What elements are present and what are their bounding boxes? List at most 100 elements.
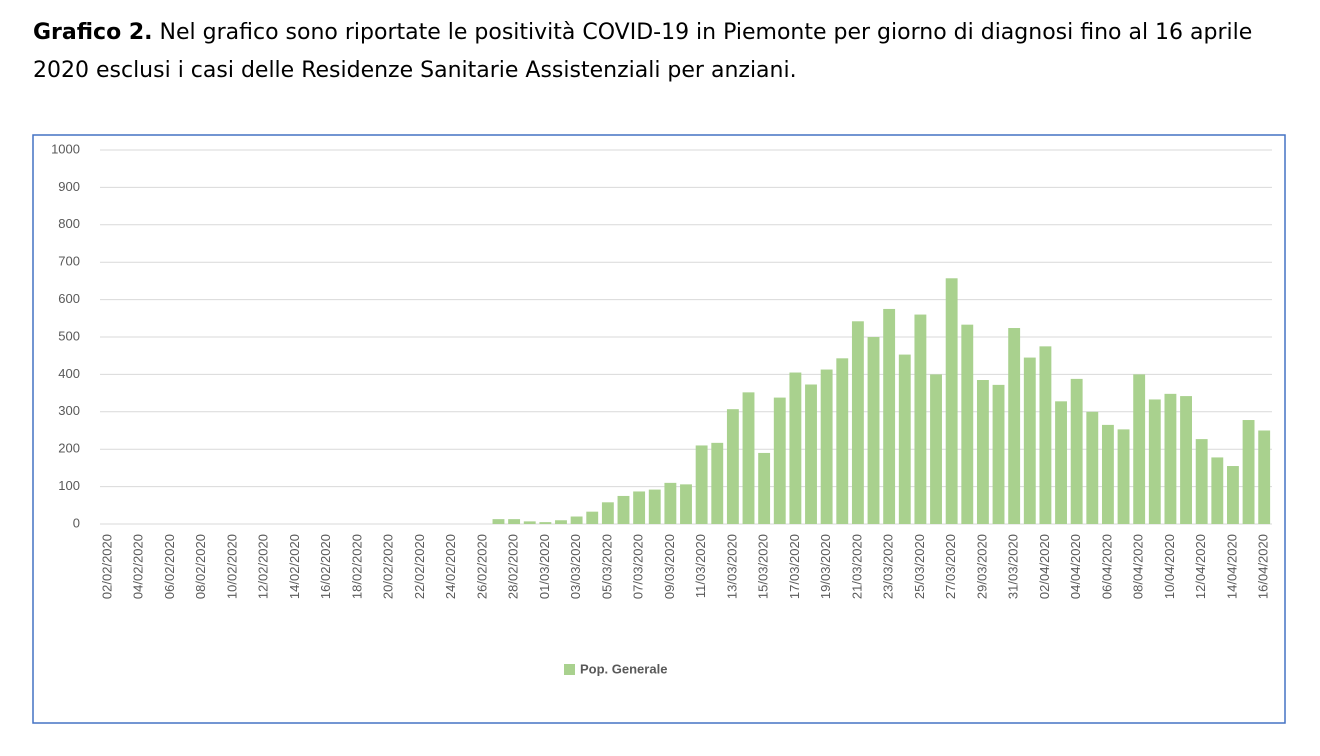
bar — [1148, 399, 1161, 524]
x-tick-label: 04/04/2020 — [1068, 534, 1083, 599]
bar — [508, 519, 521, 524]
bar — [992, 384, 1005, 524]
bar — [758, 452, 771, 524]
x-tick-label: 10/04/2020 — [1162, 534, 1177, 599]
bar — [1226, 466, 1239, 524]
bar — [1211, 457, 1224, 524]
bar — [680, 484, 692, 524]
bar — [1164, 393, 1177, 524]
x-tick-label: 25/03/2020 — [912, 534, 927, 599]
x-tick-label: 23/03/2020 — [881, 534, 896, 599]
bar — [789, 372, 802, 524]
x-tick-label: 08/04/2020 — [1131, 534, 1146, 599]
x-tick-label: 19/03/2020 — [818, 534, 833, 599]
y-tick-label: 700 — [58, 254, 80, 269]
x-tick-label: 07/03/2020 — [631, 534, 646, 599]
bar — [1180, 396, 1192, 524]
bar — [1086, 411, 1099, 524]
bar — [805, 384, 817, 524]
y-tick-label: 100 — [58, 478, 80, 493]
x-tick-label: 29/03/2020 — [974, 534, 989, 599]
bar — [1023, 357, 1036, 524]
bar — [1117, 429, 1130, 524]
x-tick-label: 26/02/2020 — [474, 534, 489, 599]
y-tick-label: 400 — [58, 366, 80, 381]
x-tick-label: 14/02/2020 — [287, 534, 302, 599]
bar — [617, 495, 630, 524]
bar — [1070, 378, 1083, 524]
x-tick-label: 09/03/2020 — [662, 534, 677, 599]
bar — [883, 308, 896, 524]
bar — [539, 522, 552, 524]
x-tick-label: 14/04/2020 — [1224, 534, 1239, 599]
bar — [726, 409, 739, 524]
bar — [742, 392, 755, 524]
x-tick-label: 16/02/2020 — [318, 534, 333, 599]
x-tick-label: 28/02/2020 — [506, 534, 521, 599]
x-tick-label: 06/04/2020 — [1099, 534, 1114, 599]
x-tick-label: 02/02/2020 — [99, 534, 114, 599]
x-tick-label: 21/03/2020 — [849, 534, 864, 599]
x-tick-label: 16/04/2020 — [1256, 534, 1271, 599]
bar — [773, 397, 786, 524]
bar — [664, 482, 677, 524]
x-tick-label: 10/02/2020 — [224, 534, 239, 599]
x-tick-label: 20/02/2020 — [381, 534, 396, 599]
y-tick-label: 500 — [58, 328, 80, 343]
x-tick-label: 13/03/2020 — [724, 534, 739, 599]
x-tick-label: 11/03/2020 — [693, 534, 708, 598]
bar — [914, 314, 927, 524]
x-tick-label: 01/03/2020 — [537, 534, 552, 599]
legend-label: Pop. Generale — [580, 661, 667, 676]
x-tick-label: 12/02/2020 — [256, 534, 271, 599]
bar — [820, 369, 833, 524]
x-tick-label: 04/02/2020 — [131, 534, 146, 599]
caption: Grafico 2. Nel grafico sono riportate le… — [33, 14, 1293, 90]
bar — [555, 520, 567, 524]
bar — [976, 380, 989, 524]
bar — [836, 358, 849, 524]
x-tick-label: 05/03/2020 — [599, 534, 614, 599]
x-tick-label: 12/04/2020 — [1193, 534, 1208, 599]
bar — [1008, 328, 1021, 524]
bar — [1101, 424, 1114, 524]
x-tick-label: 08/02/2020 — [193, 534, 208, 599]
bar — [898, 354, 911, 524]
bar — [570, 516, 583, 524]
y-tick-label: 800 — [58, 216, 80, 231]
bar — [961, 324, 974, 524]
x-tick-label: 24/02/2020 — [443, 534, 458, 599]
bar — [1258, 430, 1271, 524]
x-tick-label: 06/02/2020 — [162, 534, 177, 599]
bar — [1242, 420, 1255, 524]
bar — [695, 445, 708, 524]
bar — [601, 502, 614, 524]
bar — [1055, 401, 1067, 524]
bar — [492, 519, 505, 524]
bar — [1133, 374, 1146, 524]
x-tick-label: 17/03/2020 — [787, 534, 802, 599]
x-tick-label: 15/03/2020 — [756, 534, 771, 599]
bar — [586, 511, 599, 524]
x-tick-label: 03/03/2020 — [568, 534, 583, 599]
bar — [1195, 439, 1208, 524]
bar — [1039, 346, 1052, 524]
y-tick-label: 1000 — [51, 141, 80, 156]
y-tick-label: 0 — [73, 515, 80, 530]
bar — [648, 489, 661, 524]
y-tick-label: 200 — [58, 441, 80, 456]
caption-text: Nel grafico sono riportate le positività… — [33, 20, 1253, 83]
x-tick-label: 31/03/2020 — [1006, 534, 1021, 599]
x-tick-label: 02/04/2020 — [1037, 534, 1052, 599]
x-tick-label: 22/02/2020 — [412, 534, 427, 599]
x-tick-label: 18/02/2020 — [349, 534, 364, 599]
bar — [930, 374, 942, 524]
x-tick-label: 27/03/2020 — [943, 534, 958, 599]
bar — [867, 337, 880, 524]
bar — [945, 278, 958, 524]
y-tick-label: 300 — [58, 403, 80, 418]
chart-frame — [32, 134, 1286, 724]
bar — [711, 442, 724, 524]
